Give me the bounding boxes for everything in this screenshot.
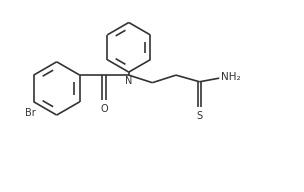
Text: S: S <box>196 111 203 121</box>
Text: O: O <box>100 104 108 114</box>
Text: NH₂: NH₂ <box>221 72 240 82</box>
Text: Br: Br <box>25 108 35 118</box>
Text: N: N <box>125 76 133 86</box>
